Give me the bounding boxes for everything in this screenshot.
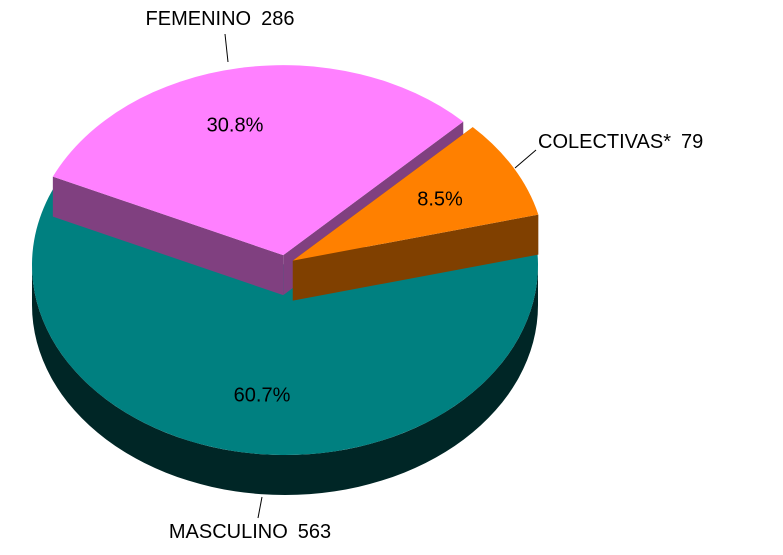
slice-label: COLECTIVAS* 79 bbox=[538, 131, 703, 153]
slice-value: 79 bbox=[681, 131, 703, 153]
category-name: FEMENINO bbox=[146, 8, 252, 30]
slice-value: 286 bbox=[261, 8, 294, 30]
slice-label: FEMENINO 286 bbox=[146, 8, 295, 30]
category-name: COLECTIVAS* bbox=[538, 131, 671, 153]
slice-side bbox=[32, 265, 538, 495]
percent-label: 8.5% bbox=[417, 188, 463, 210]
slice-label: MASCULINO 563 bbox=[169, 521, 331, 543]
leader-line bbox=[257, 496, 263, 519]
category-name: MASCULINO bbox=[169, 521, 288, 543]
slice-top bbox=[52, 65, 464, 256]
slice-wall bbox=[292, 214, 539, 301]
slice-value: 563 bbox=[298, 521, 331, 543]
percent-label: 30.8% bbox=[207, 114, 264, 136]
leader-line bbox=[514, 149, 537, 169]
slice-wall bbox=[52, 176, 284, 296]
percent-label: 60.7% bbox=[234, 384, 291, 406]
leader-line bbox=[224, 33, 229, 63]
slice-top bbox=[292, 127, 539, 261]
pie-slice bbox=[292, 127, 539, 301]
